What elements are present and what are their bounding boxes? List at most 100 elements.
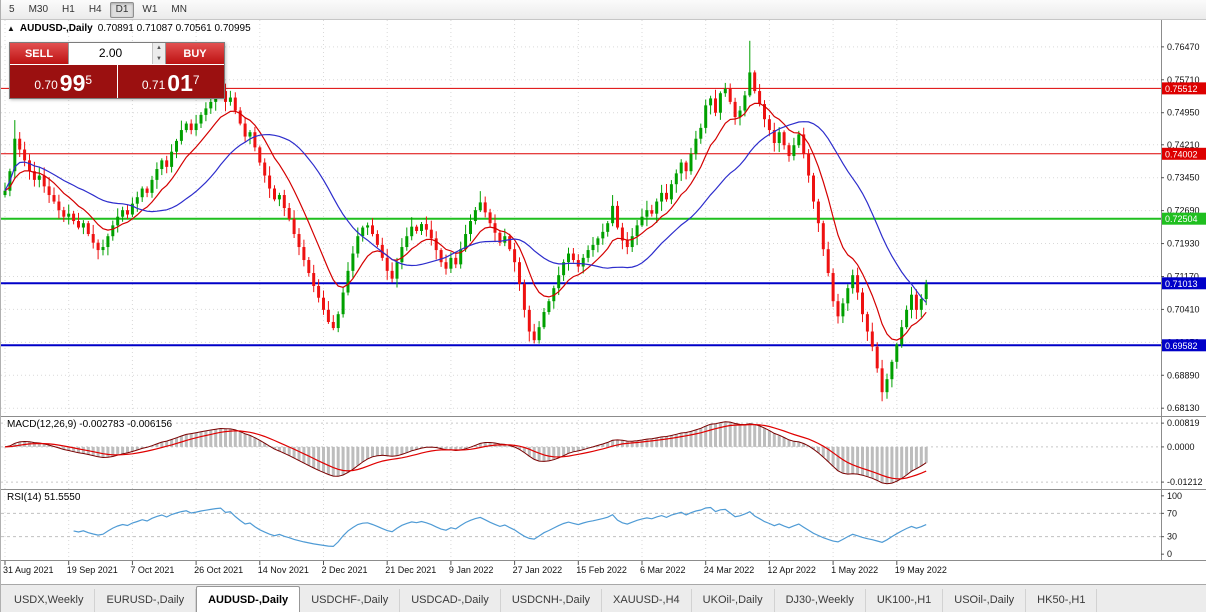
price-axis: 0.76470 0.75710 0.74950 0.74210 0.73450 0.726… [1161, 42, 1203, 559]
ma-slow-line [4, 121, 927, 303]
price-tag-0.69582[interactable]: 0.69582 [1162, 339, 1206, 352]
macd-signal-line [4, 423, 927, 480]
timeframe-button-5[interactable]: 5 [3, 2, 21, 18]
chart-tab-hk50-h1[interactable]: HK50-,H1 [1026, 589, 1098, 612]
chart-tab-usdx-weekly[interactable]: USDX,Weekly [3, 589, 96, 612]
svg-text:70: 70 [1167, 508, 1177, 518]
svg-text:27 Jan 2022: 27 Jan 2022 [513, 565, 563, 575]
chart-tab-usdcad-daily[interactable]: USDCAD-,Daily [400, 589, 501, 612]
chart-tab-uk100-h1[interactable]: UK100-,H1 [866, 589, 944, 612]
sell-price-pip: 5 [85, 73, 93, 87]
chart-tab-dj30-weekly[interactable]: DJ30-,Weekly [775, 589, 866, 612]
buy-price-prefix: 0.71 [141, 78, 166, 92]
svg-text:0.71013: 0.71013 [1165, 279, 1198, 289]
svg-text:0.76470: 0.76470 [1167, 42, 1200, 52]
svg-text:30: 30 [1167, 532, 1177, 542]
price-tag-0.71013[interactable]: 0.71013 [1162, 277, 1206, 290]
svg-text:9 Jan 2022: 9 Jan 2022 [449, 565, 494, 575]
chart-tab-usdcnh-daily[interactable]: USDCNH-,Daily [501, 589, 603, 612]
buy-price-main: 01 [167, 70, 193, 96]
svg-text:19 Sep 2021: 19 Sep 2021 [67, 565, 118, 575]
timeframe-button-m30[interactable]: M30 [23, 2, 54, 18]
svg-text:19 May 2022: 19 May 2022 [895, 565, 947, 575]
rsi-line [73, 506, 927, 548]
price-tag-0.75512[interactable]: 0.75512 [1162, 82, 1206, 95]
buy-price-pip: 7 [192, 73, 200, 87]
chart-tab-ukoil-daily[interactable]: UKOil-,Daily [692, 589, 775, 612]
svg-text:2 Dec 2021: 2 Dec 2021 [322, 565, 368, 575]
macd-layer [1, 421, 1161, 485]
svg-text:0.75512: 0.75512 [1165, 84, 1198, 94]
macd-indicator-label: MACD(12,26,9) -0.002783 -0.006156 [5, 419, 175, 430]
chart-tab-audusd-daily[interactable]: AUDUSD-,Daily [196, 586, 301, 612]
svg-text:0.73450: 0.73450 [1167, 173, 1200, 183]
rsi-layer [1, 506, 1161, 548]
svg-text:0.75710: 0.75710 [1167, 75, 1200, 85]
rsi-indicator-label: RSI(14) 51.5550 [5, 492, 83, 503]
svg-text:7 Oct 2021: 7 Oct 2021 [130, 565, 174, 575]
sell-price-prefix: 0.70 [34, 78, 58, 92]
timeframe-button-d1[interactable]: D1 [109, 1, 135, 18]
svg-text:1 May 2022: 1 May 2022 [831, 565, 878, 575]
timeframe-button-mn[interactable]: MN [165, 2, 193, 18]
timeframe-button-w1[interactable]: W1 [136, 2, 163, 18]
timeframe-button-h4[interactable]: H4 [83, 2, 108, 18]
svg-text:0.72690: 0.72690 [1167, 206, 1200, 216]
svg-text:0.72504: 0.72504 [1165, 214, 1198, 224]
svg-text:0: 0 [1167, 549, 1172, 559]
macd-main-line [4, 421, 927, 485]
volume-value[interactable]: 2.00 [98, 46, 123, 60]
svg-text:21 Dec 2021: 21 Dec 2021 [385, 565, 436, 575]
price-tag-0.74002[interactable]: 0.74002 [1162, 147, 1206, 160]
one-click-collapse-icon[interactable]: ▲ [7, 24, 15, 33]
svg-text:0.00819: 0.00819 [1167, 418, 1200, 428]
svg-text:0.74210: 0.74210 [1167, 140, 1200, 150]
svg-text:6 Mar 2022: 6 Mar 2022 [640, 565, 686, 575]
chart-header: ▲ AUDUSD-,Daily 0.70891 0.71087 0.70561 … [7, 23, 251, 34]
volume-stepper[interactable]: 2.00 ▲ ▼ [68, 43, 166, 64]
svg-text:0.71930: 0.71930 [1167, 239, 1200, 249]
volume-decrease-button[interactable]: ▼ [153, 53, 165, 64]
plot-layer [1, 20, 1161, 561]
chart-ohlc-values: 0.70891 0.71087 0.70561 0.70995 [97, 23, 251, 34]
buy-price[interactable]: 0.71 01 7 [117, 65, 224, 98]
buy-button[interactable]: BUY [166, 43, 224, 64]
svg-text:12 Apr 2022: 12 Apr 2022 [767, 565, 816, 575]
price-tag-0.72504[interactable]: 0.72504 [1162, 212, 1206, 225]
ma-fast-line [4, 102, 927, 341]
chart-tabs-bar: USDX,Weekly EURUSD-,Daily AUDUSD-,Daily USD… [1, 584, 1206, 612]
svg-text:-0.01212: -0.01212 [1167, 477, 1203, 487]
timeframe-toolbar: 5 M30 H1 H4 D1 W1 MN [1, 0, 1206, 20]
svg-text:0.68890: 0.68890 [1167, 370, 1200, 380]
svg-text:0.70410: 0.70410 [1167, 304, 1200, 314]
svg-text:0.69582: 0.69582 [1165, 341, 1198, 351]
sell-price-main: 99 [59, 70, 86, 96]
svg-text:0.74002: 0.74002 [1165, 149, 1198, 159]
chart-tab-eurusd-daily[interactable]: EURUSD-,Daily [95, 589, 197, 612]
chart-tab-usoil-daily[interactable]: USOil-,Daily [943, 589, 1027, 612]
chart-tab-usdchf-daily[interactable]: USDCHF-,Daily [300, 589, 401, 612]
svg-text:0.71170: 0.71170 [1167, 271, 1199, 281]
volume-increase-button[interactable]: ▲ [153, 43, 165, 54]
chart-area[interactable]: 0.76470 0.75710 0.74950 0.74210 0.73450 0.726… [1, 20, 1206, 584]
timeframe-button-h1[interactable]: H1 [56, 2, 81, 18]
chart-canvas[interactable]: 0.76470 0.75710 0.74950 0.74210 0.73450 0.726… [1, 20, 1206, 584]
svg-text:0.68130: 0.68130 [1167, 403, 1200, 413]
sell-button[interactable]: SELL [10, 43, 68, 64]
chart-symbol-title: AUDUSD-,Daily [19, 23, 93, 34]
one-click-trading-panel: SELL 2.00 ▲ ▼ BUY 0.70 99 5 0.71 01 7 [9, 42, 225, 99]
svg-text:15 Feb 2022: 15 Feb 2022 [576, 565, 627, 575]
date-axis: 31 Aug 2021 19 Sep 2021 7 Oct 2021 26 Oct 2… [3, 561, 947, 575]
sell-price[interactable]: 0.70 99 5 [10, 65, 117, 98]
svg-text:100: 100 [1167, 491, 1182, 501]
svg-text:24 Mar 2022: 24 Mar 2022 [704, 565, 755, 575]
volume-spinner: ▲ ▼ [152, 43, 165, 64]
candles-layer [3, 40, 928, 402]
svg-text:0.74950: 0.74950 [1167, 108, 1200, 118]
chart-tab-xauusd-h4[interactable]: XAUUSD-,H4 [602, 589, 692, 612]
svg-text:14 Nov 2021: 14 Nov 2021 [258, 565, 309, 575]
svg-text:31 Aug 2021: 31 Aug 2021 [3, 565, 54, 575]
svg-text:0.0000: 0.0000 [1167, 442, 1195, 452]
svg-text:26 Oct 2021: 26 Oct 2021 [194, 565, 243, 575]
